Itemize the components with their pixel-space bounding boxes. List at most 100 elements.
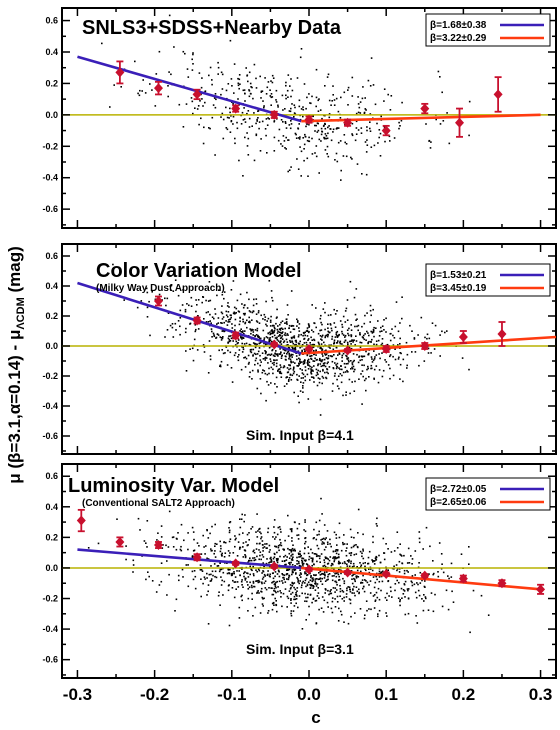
scatter-point bbox=[357, 576, 360, 578]
scatter-point bbox=[411, 558, 414, 560]
scatter-point bbox=[228, 572, 230, 574]
scatter-point bbox=[247, 354, 250, 357]
scatter-point bbox=[384, 140, 386, 143]
scatter-point bbox=[315, 585, 318, 587]
scatter-point bbox=[312, 587, 314, 589]
scatter-point bbox=[290, 379, 293, 381]
scatter-point bbox=[342, 352, 345, 355]
scatter-point bbox=[227, 337, 230, 340]
scatter-point bbox=[216, 294, 218, 297]
scatter-point bbox=[267, 570, 269, 572]
scatter-point bbox=[266, 574, 269, 576]
scatter-point bbox=[388, 595, 390, 597]
scatter-point bbox=[405, 341, 408, 344]
scatter-point bbox=[389, 367, 391, 370]
scatter-point bbox=[355, 319, 357, 321]
scatter-point bbox=[247, 110, 250, 112]
scatter-point bbox=[312, 115, 314, 118]
scatter-point bbox=[270, 315, 272, 318]
scatter-point bbox=[266, 558, 268, 560]
scatter-point bbox=[207, 372, 210, 374]
scatter-point bbox=[336, 310, 338, 312]
scatter-point bbox=[329, 590, 331, 593]
scatter-point bbox=[253, 551, 256, 554]
scatter-point bbox=[219, 545, 222, 547]
scatter-point bbox=[375, 365, 378, 367]
scatter-point bbox=[270, 330, 273, 332]
x-tick-label: -0.3 bbox=[63, 685, 92, 704]
scatter-point bbox=[354, 344, 356, 346]
scatter-point bbox=[208, 573, 211, 576]
scatter-point bbox=[238, 159, 240, 162]
scatter-point bbox=[279, 327, 282, 330]
scatter-point bbox=[353, 544, 356, 547]
scatter-point bbox=[271, 81, 274, 84]
scatter-point bbox=[292, 353, 294, 356]
scatter-point bbox=[225, 106, 227, 109]
scatter-point bbox=[302, 334, 304, 337]
scatter-point bbox=[360, 566, 362, 568]
scatter-point bbox=[355, 133, 358, 135]
scatter-point bbox=[336, 362, 339, 365]
scatter-point bbox=[209, 313, 211, 316]
y-tick-label: 0.0 bbox=[45, 341, 58, 351]
scatter-point bbox=[277, 544, 280, 547]
scatter-point bbox=[404, 596, 406, 598]
scatter-point bbox=[440, 567, 443, 570]
scatter-point bbox=[450, 576, 453, 578]
scatter-point bbox=[172, 290, 175, 292]
scatter-point bbox=[291, 553, 293, 556]
y-tick-label: 0.2 bbox=[45, 78, 58, 88]
scatter-point bbox=[367, 342, 369, 345]
binned-point bbox=[455, 107, 465, 138]
scatter-point bbox=[353, 390, 356, 392]
scatter-point bbox=[298, 562, 300, 565]
scatter-point bbox=[274, 545, 276, 548]
scatter-point bbox=[277, 526, 280, 529]
scatter-point bbox=[288, 169, 291, 171]
scatter-point bbox=[419, 582, 422, 584]
scatter-point bbox=[251, 598, 253, 600]
scatter-point bbox=[251, 319, 253, 321]
scatter-point bbox=[327, 323, 329, 325]
scatter-point bbox=[299, 146, 301, 148]
scatter-point bbox=[359, 332, 361, 334]
scatter-point bbox=[209, 127, 211, 130]
scatter-point bbox=[185, 103, 188, 105]
scatter-point bbox=[328, 113, 331, 115]
scatter-point bbox=[307, 339, 309, 341]
scatter-point bbox=[287, 380, 290, 382]
scatter-point bbox=[264, 350, 266, 352]
scatter-point bbox=[292, 549, 295, 552]
scatter-point bbox=[389, 355, 391, 358]
scatter-point bbox=[298, 330, 301, 332]
scatter-point bbox=[306, 584, 309, 587]
scatter-point bbox=[229, 552, 231, 554]
scatter-point bbox=[230, 78, 233, 80]
scatter-point bbox=[331, 390, 334, 392]
scatter-point bbox=[368, 584, 370, 586]
scatter-point bbox=[276, 328, 279, 331]
scatter-point bbox=[264, 587, 267, 589]
scatter-point bbox=[312, 360, 314, 362]
scatter-point bbox=[278, 575, 281, 578]
scatter-point bbox=[387, 580, 389, 583]
scatter-point bbox=[351, 565, 354, 568]
scatter-point bbox=[327, 327, 329, 329]
scatter-point bbox=[348, 334, 350, 337]
scatter-point bbox=[329, 324, 332, 326]
scatter-point bbox=[390, 95, 393, 97]
scatter-point bbox=[343, 596, 345, 599]
scatter-point bbox=[271, 296, 273, 299]
scatter-point bbox=[324, 336, 326, 339]
scatter-point bbox=[237, 84, 240, 87]
panel-luminosity-variation: 0.60.40.20.0-0.2-0.4-0.6 -0.3 -0.2 -0.1 0.0… bbox=[42, 463, 557, 704]
scatter-point bbox=[217, 334, 220, 336]
binned-point bbox=[497, 578, 507, 589]
scatter-point bbox=[300, 377, 303, 379]
scatter-point bbox=[255, 548, 258, 550]
scatter-point bbox=[336, 549, 339, 551]
scatter-point bbox=[151, 89, 153, 91]
scatter-point bbox=[420, 316, 423, 319]
scatter-point bbox=[216, 333, 219, 335]
